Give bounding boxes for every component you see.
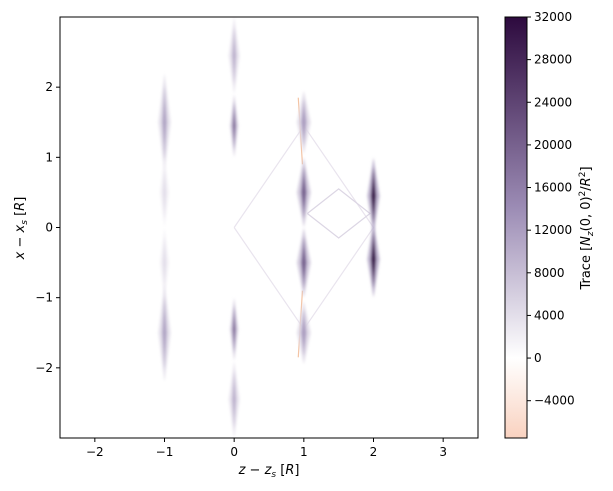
heatmap-feature bbox=[159, 157, 170, 228]
heatmap-feature bbox=[296, 227, 311, 298]
colorbar-tick-label: 8000 bbox=[534, 266, 565, 280]
x-axis-ticks: −2 −1 0 1 2 3 bbox=[86, 438, 447, 459]
heatmap-feature bbox=[296, 90, 311, 154]
colorbar-tick-label: 24000 bbox=[534, 95, 572, 109]
colorbar-tick-label: 20000 bbox=[534, 138, 572, 152]
x-tick-label: 2 bbox=[370, 445, 378, 459]
colorbar-tick-label: −4000 bbox=[534, 394, 575, 408]
heatmap-features bbox=[158, 17, 380, 438]
colorbar-tick-label: 32000 bbox=[534, 10, 572, 24]
heatmap-feature bbox=[158, 73, 171, 172]
heatmap-feature bbox=[228, 360, 240, 438]
heatmap-feature bbox=[158, 283, 171, 382]
diamond-outline-inner bbox=[306, 188, 371, 239]
x-tick-label: 0 bbox=[230, 445, 238, 459]
y-tick-label: 0 bbox=[45, 221, 53, 235]
heatmap-feature bbox=[296, 301, 311, 365]
heatmap-feature bbox=[229, 94, 239, 158]
heatmap-feature bbox=[159, 227, 170, 298]
y-axis-ticks: −2 −1 0 1 2 bbox=[35, 80, 60, 375]
colorbar-tick-label: 28000 bbox=[534, 53, 572, 67]
colorbar-ticks: −4000 0 4000 8000 12000 16000 20000 24000 28000 3… bbox=[527, 10, 575, 408]
y-tick-label: −1 bbox=[35, 291, 53, 305]
colorbar-tick-label: 16000 bbox=[534, 181, 572, 195]
heatmap-feature bbox=[228, 17, 240, 95]
x-tick-label: −2 bbox=[86, 445, 104, 459]
colorbar-tick-label: 4000 bbox=[534, 308, 565, 322]
heatmap-feature bbox=[229, 297, 239, 361]
colorbar-tick-label: 0 bbox=[534, 351, 542, 365]
colorbar-label: Trace [Nz(0, 0)2/R2] bbox=[578, 166, 596, 290]
y-tick-label: 2 bbox=[45, 80, 53, 94]
x-tick-label: 3 bbox=[439, 445, 447, 459]
x-axis-label: z − zs [R] bbox=[238, 463, 300, 480]
y-tick-label: −2 bbox=[35, 361, 53, 375]
y-tick-label: 1 bbox=[45, 150, 53, 164]
colorbar-tick-label: 12000 bbox=[534, 223, 572, 237]
heatmap-feature bbox=[367, 220, 380, 298]
colorbar bbox=[504, 16, 528, 439]
plot-background bbox=[60, 17, 478, 438]
heatmap-feature bbox=[367, 157, 380, 235]
heatmap-feature bbox=[296, 157, 311, 228]
y-axis-label: x − xs [R] bbox=[13, 197, 30, 261]
x-tick-label: −1 bbox=[156, 445, 174, 459]
x-tick-label: 1 bbox=[300, 445, 308, 459]
